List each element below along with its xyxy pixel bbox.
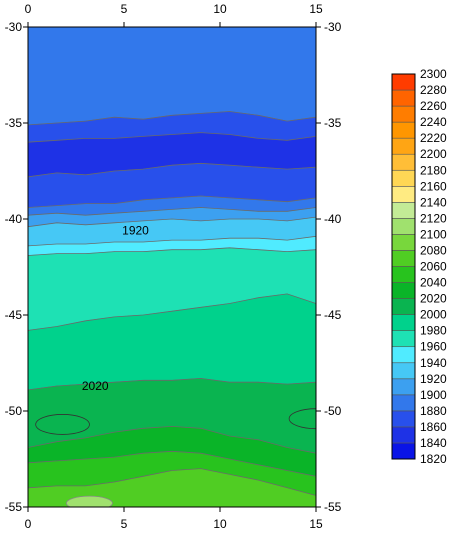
contour-line <box>28 468 316 496</box>
contour-line <box>28 425 316 454</box>
y-tick-label-left: -40 <box>5 212 23 226</box>
contour-line <box>28 450 316 477</box>
colorbar-swatch-2280 <box>391 73 416 91</box>
contour-line <box>28 377 316 391</box>
contour-band-1880 <box>28 27 316 126</box>
x-tick-label-bottom: 5 <box>121 517 128 531</box>
contour-line <box>28 293 316 331</box>
colorbar-label-2160: 2160 <box>420 179 447 193</box>
y-tick-label-right: -55 <box>324 500 342 514</box>
y-tick-label-right: -45 <box>324 308 342 322</box>
colorbar-swatch-2240 <box>391 105 416 123</box>
y-tick-label-right: -40 <box>324 212 342 226</box>
colorbar-label-2140: 2140 <box>420 195 447 209</box>
colorbar-swatch-1880 <box>391 394 416 412</box>
x-tick-label-bottom: 0 <box>25 517 32 531</box>
contour-line <box>28 235 316 247</box>
colorbar-swatch-2040 <box>391 266 416 283</box>
contour-label-1920: 1920 <box>122 224 149 238</box>
colorbar-swatch-1940 <box>391 346 416 364</box>
colorbar-label-2020: 2020 <box>420 292 447 306</box>
plot-frame <box>27 26 317 508</box>
colorbar-label-2100: 2100 <box>420 227 447 241</box>
y-tick-label-left: -30 <box>5 20 23 34</box>
contour-lines <box>28 111 316 507</box>
y-tick-label-left: -55 <box>5 500 23 514</box>
colorbar-label-2000: 2000 <box>420 308 447 322</box>
colorbar-swatch-2180 <box>391 153 416 171</box>
x-tick-label-top: 10 <box>213 2 227 16</box>
y-tick-label-left: -50 <box>5 404 23 418</box>
colorbar-swatch-1980 <box>391 314 416 331</box>
colorbar-label-1900: 1900 <box>420 388 447 402</box>
colorbar-label-2040: 2040 <box>420 276 447 290</box>
colorbar-swatch-1960 <box>391 330 416 348</box>
y-tick-label-right: -30 <box>324 20 342 34</box>
y-tick-label-left: -45 <box>5 308 23 322</box>
contour-line <box>28 132 316 143</box>
colorbar-label-1960: 1960 <box>420 340 447 354</box>
colorbar-label-2240: 2240 <box>420 115 447 129</box>
plot-area <box>28 27 316 507</box>
colorbar-label-2300: 2300 <box>420 67 447 81</box>
colorbar-label-2080: 2080 <box>420 243 447 257</box>
colorbar-label-2060: 2060 <box>420 260 447 274</box>
colorbar-label-2260: 2260 <box>420 99 447 113</box>
colorbar-swatch-2160 <box>391 169 416 187</box>
colorbar-label-1840: 1840 <box>420 436 447 450</box>
x-tick-label-top: 15 <box>309 2 323 16</box>
colorbar: 1820 1840 1860 1880 1900 1920 1940 1960 1980 2000… <box>391 67 447 466</box>
x-tick-label-bottom: 15 <box>309 517 323 531</box>
colorbar-label-2220: 2220 <box>420 131 447 145</box>
colorbar-swatch-1840 <box>391 426 416 444</box>
contour-line <box>28 111 316 126</box>
closed-contour-2020 <box>35 414 90 435</box>
colorbar-swatch-1820 <box>391 442 416 460</box>
contour-line <box>28 216 316 228</box>
colorbar-swatch-2120 <box>391 202 416 219</box>
colorbar-label-1920: 1920 <box>420 372 447 386</box>
colorbar-frame <box>391 73 416 460</box>
colorbar-label-2180: 2180 <box>420 163 447 177</box>
colorbar-swatch-2000 <box>391 298 416 315</box>
colorbar-swatch-2260 <box>391 89 416 107</box>
y-tick-label-right: -35 <box>324 116 342 130</box>
colorbar-swatch-1900 <box>391 378 416 396</box>
x-tick-label-bottom: 10 <box>213 517 227 531</box>
contour-line <box>28 195 316 208</box>
colorbar-label-2200: 2200 <box>420 147 447 161</box>
contour-line <box>28 207 316 216</box>
contour-label-2020: 2020 <box>82 379 109 393</box>
x-tick-label-top: 0 <box>25 2 32 16</box>
colorbar-label-1880: 1880 <box>420 404 447 418</box>
colorbar-label-2120: 2120 <box>420 211 447 225</box>
colorbar-swatch-2060 <box>391 250 416 267</box>
colorbar-swatch-2140 <box>391 185 416 203</box>
contour-line <box>28 162 316 178</box>
colorbar-swatch-1920 <box>391 362 416 380</box>
colorbar-swatch-2220 <box>391 121 416 139</box>
colorbar-label-1860: 1860 <box>420 420 447 434</box>
y-tick-label-right: -50 <box>324 404 342 418</box>
colorbar-swatch-2080 <box>391 234 416 251</box>
colorbar-swatch-2200 <box>391 137 416 155</box>
colorbar-swatch-2020 <box>391 282 416 299</box>
colorbar-label-2280: 2280 <box>420 83 447 97</box>
contour-line <box>28 247 316 256</box>
y-tick-label-left: -35 <box>5 116 23 130</box>
colorbar-label-1820: 1820 <box>420 452 447 466</box>
colorbar-label-1940: 1940 <box>420 356 447 370</box>
colorbar-swatch-1860 <box>391 410 416 428</box>
colorbar-swatch-2100 <box>391 218 416 235</box>
closed-contour-2080 <box>66 495 113 507</box>
colorbar-label-1980: 1980 <box>420 324 447 338</box>
contour-labels: 1920 2020 <box>82 224 149 394</box>
x-tick-label-top: 5 <box>121 2 128 16</box>
